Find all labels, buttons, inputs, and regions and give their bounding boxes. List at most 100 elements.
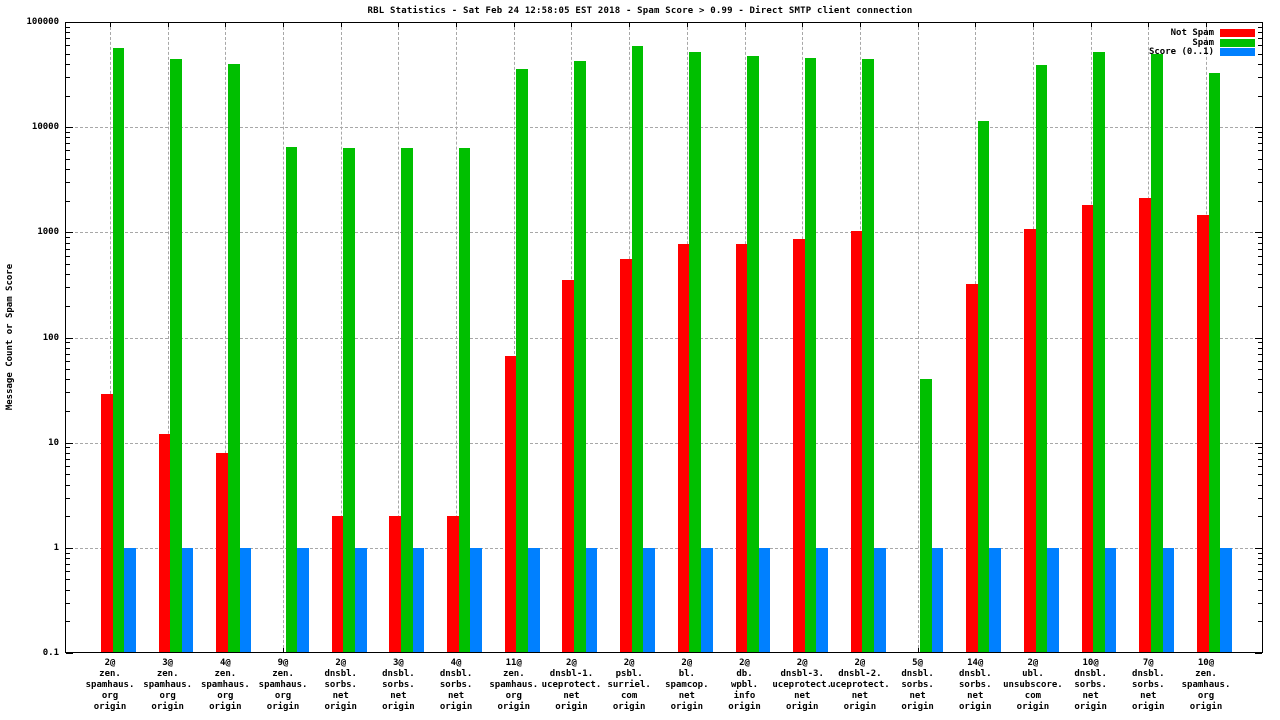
y-minor-tick	[1258, 143, 1262, 144]
y-major-tick	[66, 127, 73, 128]
y-minor-tick	[66, 571, 70, 572]
h-gridline	[65, 232, 1263, 233]
y-major-tick	[66, 443, 73, 444]
bar-spam-11	[747, 56, 759, 653]
y-minor-tick	[1258, 54, 1262, 55]
bar-score-0-1--10	[701, 547, 713, 653]
x-tick-label: 2@ dnsbl-2. uceprotect. net origin	[830, 658, 890, 712]
y-tick-label: 10000	[31, 122, 59, 133]
x-tick-top	[283, 23, 284, 27]
h-gridline	[65, 338, 1263, 339]
bar-score-0-1--4	[354, 547, 367, 653]
bar-not-spam-0	[101, 394, 113, 653]
y-minor-tick	[1258, 45, 1262, 46]
y-minor-tick	[66, 354, 70, 355]
bar-score-0-1--18	[1162, 547, 1175, 653]
y-minor-tick	[1258, 361, 1262, 362]
x-tick-label: 2@ ubl. unsubscore. com origin	[1003, 658, 1063, 712]
y-minor-tick	[1258, 169, 1262, 170]
y-minor-tick	[66, 558, 70, 559]
bar-score-0-1--1	[181, 547, 194, 653]
y-minor-tick	[1258, 64, 1262, 65]
v-gridline	[110, 22, 111, 653]
y-tick-label: 1000	[37, 227, 59, 238]
y-minor-tick	[66, 485, 70, 486]
bar-spam-3	[285, 146, 298, 653]
x-tick-top	[629, 23, 630, 27]
y-minor-tick	[66, 474, 70, 475]
y-minor-tick	[1258, 453, 1262, 454]
x-tick-label: 14@ dnsbl. sorbs. net origin	[958, 658, 992, 712]
x-tick-label: 2@ bl. spamcop. net origin	[665, 658, 709, 712]
bar-score-0-1--2	[239, 547, 252, 653]
legend-swatch-score-0-1-	[1220, 48, 1255, 56]
y-minor-tick	[66, 579, 70, 580]
bar-score-0-1--13	[874, 547, 886, 653]
y-minor-tick	[66, 32, 70, 33]
y-minor-tick	[1258, 603, 1262, 604]
bar-score-0-1--6	[470, 547, 482, 653]
x-tick-bottom	[918, 648, 919, 652]
y-minor-tick	[66, 564, 70, 565]
y-minor-tick	[66, 64, 70, 65]
y-minor-tick	[1258, 516, 1262, 517]
x-tick-top	[110, 23, 111, 27]
y-minor-tick	[66, 143, 70, 144]
y-minor-tick	[66, 516, 70, 517]
x-tick-top	[456, 23, 457, 27]
x-tick-label: 2@ psbl. surriel. com origin	[607, 658, 651, 712]
x-tick-top	[1206, 23, 1207, 27]
y-minor-tick	[66, 466, 70, 467]
bar-not-spam-16	[1023, 228, 1036, 653]
x-tick-label: 2@ dnsbl. sorbs. net origin	[324, 658, 357, 712]
h-gridline	[65, 443, 1263, 444]
y-minor-tick	[1258, 256, 1262, 257]
x-tick-top	[514, 23, 515, 27]
y-minor-tick	[66, 447, 70, 448]
bar-spam-1	[170, 59, 182, 653]
y-minor-tick	[1258, 348, 1262, 349]
x-tick-label: 10@ zen. spamhaus. org origin	[1181, 658, 1231, 712]
y-major-tick	[66, 548, 73, 549]
x-tick-top	[975, 23, 976, 27]
y-minor-tick	[1258, 485, 1262, 486]
y-minor-tick	[1258, 27, 1262, 28]
x-tick-top	[225, 23, 226, 27]
bar-spam-17	[1093, 51, 1105, 653]
legend-swatch-spam	[1220, 38, 1255, 47]
y-minor-tick	[1258, 77, 1262, 78]
y-minor-tick	[1258, 466, 1262, 467]
y-minor-tick	[66, 348, 70, 349]
bar-spam-19	[1208, 72, 1221, 653]
x-tick-top	[571, 23, 572, 27]
x-tick-label: 11@ zen. spamhaus. org origin	[489, 658, 539, 712]
y-major-tick	[1255, 232, 1262, 233]
bar-spam-8	[574, 60, 586, 653]
y-minor-tick	[1258, 558, 1262, 559]
x-tick-top	[745, 23, 746, 27]
x-tick-top	[1148, 23, 1149, 27]
bar-not-spam-12	[793, 238, 805, 653]
bar-spam-2	[227, 63, 240, 653]
v-gridline	[918, 22, 919, 653]
y-major-tick	[1255, 653, 1262, 654]
bar-score-0-1--3	[297, 547, 309, 653]
y-minor-tick	[1258, 553, 1262, 554]
y-minor-tick	[1258, 38, 1262, 39]
y-minor-tick	[66, 54, 70, 55]
legend-label-not-spam: Not Spam	[1170, 28, 1214, 38]
bar-not-spam-1	[158, 434, 171, 653]
x-tick-label: 9@ zen. spamhaus. org origin	[258, 658, 308, 712]
bar-spam-18	[1150, 53, 1163, 653]
y-minor-tick	[1258, 392, 1262, 393]
bar-not-spam-19	[1197, 215, 1209, 653]
bar-score-0-1--15	[989, 547, 1002, 653]
bar-spam-4	[343, 147, 355, 653]
y-minor-tick	[66, 45, 70, 46]
y-minor-tick	[66, 264, 70, 265]
y-minor-tick	[66, 96, 70, 97]
x-tick-top	[168, 23, 169, 27]
y-minor-tick	[66, 150, 70, 151]
y-minor-tick	[1258, 306, 1262, 307]
y-minor-tick	[1258, 287, 1262, 288]
